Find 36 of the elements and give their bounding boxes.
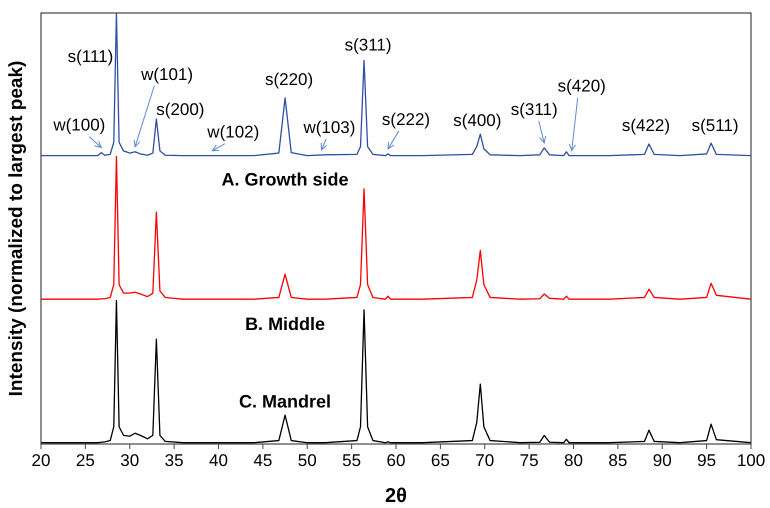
x-tick-label: 20	[32, 451, 50, 470]
x-tick-label: 55	[342, 451, 362, 470]
x-tick-label: 40	[209, 451, 228, 470]
annotation: s(111)	[68, 47, 114, 66]
series-label: B. Middle	[245, 314, 326, 334]
annotation: w(103)	[302, 118, 356, 137]
annotation: s(400)	[453, 111, 502, 130]
annotation: s(511)	[692, 116, 739, 136]
x-axis-title: 2θ	[385, 485, 407, 507]
x-tick-label: 30	[120, 451, 140, 470]
y-axis-title: Intensity (normalized to largest peak)	[6, 60, 27, 396]
annotation: w(100)	[52, 116, 106, 135]
annotation: s(220)	[264, 70, 314, 89]
annotation: s(311)	[344, 35, 392, 54]
x-tick-label: 70	[475, 451, 494, 470]
annotation: s(422)	[622, 116, 670, 136]
annotation: w(102)	[206, 122, 260, 142]
series-label: A. Growth side	[222, 170, 349, 190]
x-tick-label: 90	[652, 451, 672, 470]
x-tick-label: 60	[386, 451, 406, 470]
x-tick-label: 35	[164, 451, 184, 470]
x-tick-label: 85	[608, 451, 628, 470]
x-tick-label: 95	[697, 451, 716, 470]
annotation: s(222)	[382, 110, 430, 129]
series-label: C. Mandrel	[239, 392, 332, 412]
x-tick-label: 65	[430, 451, 450, 470]
annotation: w(101)	[140, 64, 194, 84]
x-tick-label: 50	[298, 451, 317, 470]
x-tick-label: 100	[736, 451, 766, 470]
annotation: s(420)	[558, 76, 606, 96]
x-tick-label: 80	[564, 451, 583, 470]
x-tick-label: 25	[76, 451, 95, 470]
x-tick-label: 75	[520, 451, 539, 470]
annotation: s(311)	[510, 100, 558, 119]
annotation: s(200)	[156, 100, 204, 120]
x-tick-label: 45	[253, 451, 272, 470]
